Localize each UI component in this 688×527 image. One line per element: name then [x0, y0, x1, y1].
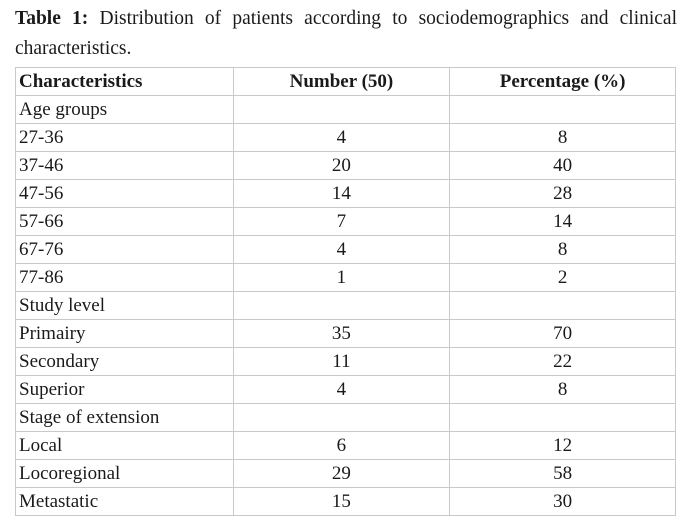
table-caption-label: Table 1: — [15, 8, 89, 29]
table-row: Locoregional 29 58 — [15, 459, 676, 488]
row-label: 47-56 — [15, 179, 234, 208]
row-label: Secondary — [15, 347, 234, 376]
table-row: Secondary 11 22 — [15, 347, 676, 376]
table-row: 57-66 7 14 — [15, 207, 676, 236]
empty-cell — [449, 291, 676, 320]
row-label: Primairy — [15, 319, 234, 348]
row-label: Superior — [15, 375, 234, 404]
section-title: Age groups — [15, 95, 234, 124]
row-percentage: 58 — [449, 459, 676, 488]
empty-cell — [449, 403, 676, 432]
row-label: 57-66 — [15, 207, 234, 236]
header-characteristics: Characteristics — [15, 67, 234, 96]
row-number: 35 — [232, 319, 451, 348]
empty-cell — [449, 95, 676, 124]
empty-cell — [232, 403, 451, 432]
section-title: Study level — [15, 291, 234, 320]
row-label: 37-46 — [15, 151, 234, 180]
row-percentage: 2 — [449, 263, 676, 292]
table-row: 47-56 14 28 — [15, 179, 676, 208]
empty-cell — [232, 291, 451, 320]
patient-distribution-table: Characteristics Number (50) Percentage (… — [15, 67, 676, 516]
row-number: 4 — [232, 375, 451, 404]
row-percentage: 30 — [449, 487, 676, 516]
table-header-row: Characteristics Number (50) Percentage (… — [15, 67, 676, 96]
section-row-stage-of-extension: Stage of extension — [15, 403, 676, 432]
row-number: 14 — [232, 179, 451, 208]
row-percentage: 70 — [449, 319, 676, 348]
row-number: 7 — [232, 207, 451, 236]
header-number: Number (50) — [232, 67, 451, 96]
row-number: 4 — [232, 123, 451, 152]
row-percentage: 8 — [449, 375, 676, 404]
row-number: 11 — [232, 347, 451, 376]
row-number: 1 — [232, 263, 451, 292]
table-row: 67-76 4 8 — [15, 235, 676, 264]
row-number: 15 — [232, 487, 451, 516]
row-percentage: 22 — [449, 347, 676, 376]
table-row: Local 6 12 — [15, 431, 676, 460]
header-percentage: Percentage (%) — [449, 67, 676, 96]
table-row: Primairy 35 70 — [15, 319, 676, 348]
row-label: 67-76 — [15, 235, 234, 264]
section-title: Stage of extension — [15, 403, 234, 432]
row-percentage: 12 — [449, 431, 676, 460]
table-row: Metastatic 15 30 — [15, 487, 676, 516]
table-row: Superior 4 8 — [15, 375, 676, 404]
row-percentage: 40 — [449, 151, 676, 180]
row-number: 29 — [232, 459, 451, 488]
row-percentage: 8 — [449, 123, 676, 152]
row-percentage: 8 — [449, 235, 676, 264]
table-row: 27-36 4 8 — [15, 123, 676, 152]
row-percentage: 14 — [449, 207, 676, 236]
row-label: 27-36 — [15, 123, 234, 152]
row-number: 20 — [232, 151, 451, 180]
table-row: 37-46 20 40 — [15, 151, 676, 180]
row-number: 4 — [232, 235, 451, 264]
section-row-study-level: Study level — [15, 291, 676, 320]
row-label: Locoregional — [15, 459, 234, 488]
row-percentage: 28 — [449, 179, 676, 208]
row-number: 6 — [232, 431, 451, 460]
row-label: 77-86 — [15, 263, 234, 292]
section-row-age-groups: Age groups — [15, 95, 676, 124]
table-caption-text: Distribution of patients according to so… — [15, 8, 678, 59]
row-label: Metastatic — [15, 487, 234, 516]
row-label: Local — [15, 431, 234, 460]
table-row: 77-86 1 2 — [15, 263, 676, 292]
empty-cell — [232, 95, 451, 124]
table-caption: Table 1: Distribution of patients accord… — [15, 4, 677, 64]
